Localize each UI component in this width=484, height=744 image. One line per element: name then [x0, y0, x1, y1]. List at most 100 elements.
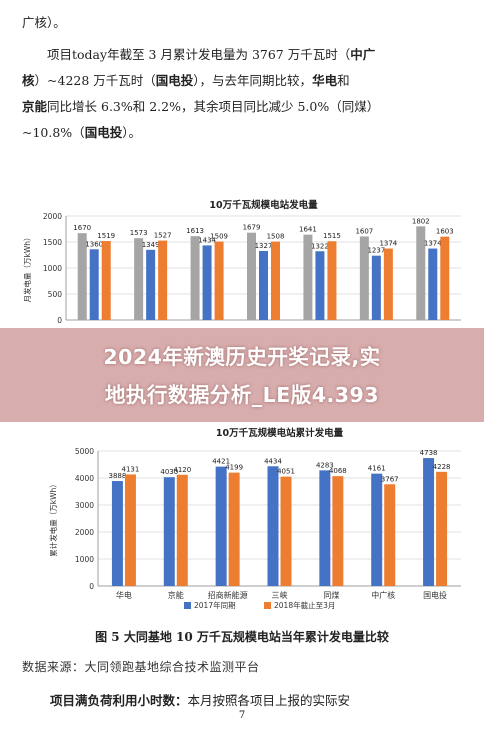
bar	[332, 476, 344, 586]
y-tick-label: 2000	[75, 528, 94, 537]
x-tick-label: 同煤	[323, 590, 339, 600]
bar	[124, 474, 136, 586]
bar	[383, 248, 393, 320]
bar	[228, 472, 240, 586]
text-run: 同比增长 6.3%和 2.2%，其余项目同比减少 5.0%（同煤）	[47, 99, 380, 114]
bar	[327, 241, 337, 320]
data-label: 1641	[299, 226, 317, 234]
y-tick-label: 1500	[43, 238, 62, 247]
text-run: 项目today年截至 3 月累计发电量为 3767 万千瓦时（	[47, 47, 351, 62]
overlay-band	[0, 328, 484, 422]
data-label: 4199	[225, 464, 243, 472]
data-label: 1508	[267, 233, 285, 241]
data-label: 1613	[186, 227, 204, 235]
data-label: 4738	[420, 449, 438, 457]
legend-label: 2018年截止至3月	[274, 600, 335, 610]
overlay-line1: 2024年新澳历史开奖记录,实	[103, 345, 381, 369]
data-label: 1802	[412, 217, 430, 225]
y-tick-label: 1000	[75, 555, 94, 564]
y-tick-label: 5000	[75, 447, 94, 456]
legend-swatch	[264, 602, 271, 609]
bar	[158, 240, 168, 320]
bar	[371, 473, 383, 586]
data-label: 1515	[323, 232, 341, 240]
data-label: 1237	[367, 247, 385, 255]
bar	[416, 226, 426, 320]
x-tick-label: 中广核	[371, 590, 395, 600]
data-label: 1509	[210, 233, 228, 241]
data-label: 1322	[311, 242, 329, 250]
bottom-line: 项目满负荷利用小时数：本月按照各项目上报的实际安	[50, 690, 350, 709]
bar	[163, 477, 175, 586]
data-label: 1374	[424, 240, 442, 248]
data-label: 4283	[316, 461, 334, 469]
bar	[190, 236, 200, 320]
data-label: 4030	[160, 468, 178, 476]
bar	[247, 232, 256, 320]
data-label: 4434	[264, 457, 282, 465]
overlay-line2: 地执行数据分析_LE版4.393	[104, 383, 380, 407]
data-label: 1374	[379, 240, 397, 248]
legend-swatch	[184, 602, 191, 609]
y-tick-label: 4000	[75, 474, 94, 483]
y-tick-label: 3000	[75, 501, 94, 510]
x-tick-label: 招商新能源	[208, 590, 248, 600]
data-label: 1603	[436, 228, 454, 236]
y-tick-label: 0	[89, 582, 94, 591]
data-label: 1360	[85, 240, 103, 248]
chart2-svg: 10万千瓦规模电站累计发电量 0 1000 2000 3000 4000 5000 累计发电量…	[48, 427, 461, 610]
y-tick-label: 0	[57, 316, 62, 325]
bar	[423, 458, 435, 586]
text-run: ~10.8%（	[22, 125, 85, 140]
monthly-generation-chart: 10万千瓦规模电站发电量 0 500 1000 1500 2000 月发电量（万kWh） 16…	[16, 190, 468, 330]
text-bold-run: 京能	[22, 99, 48, 114]
bar	[89, 249, 99, 320]
data-label: 1327	[255, 242, 273, 250]
data-label: 4228	[433, 463, 451, 471]
text-bold-run: 华电	[312, 73, 338, 88]
bar	[111, 481, 123, 586]
x-tick-label: 华电	[116, 590, 132, 600]
x-tick-label: 京能	[168, 590, 184, 600]
data-source: 数据来源：大同领跑基地综合技术监测平台	[22, 660, 260, 674]
data-label: 1527	[154, 232, 172, 240]
text-bold-run: 国电投	[155, 73, 194, 88]
bar	[267, 466, 279, 586]
text-run: ），与去年同期比较，	[193, 73, 313, 88]
bar	[428, 248, 438, 320]
text-run: 和	[337, 73, 350, 88]
bar	[259, 250, 268, 320]
x-tick-label: 国电投	[423, 590, 447, 600]
data-label: 1573	[130, 229, 148, 237]
bar	[315, 251, 325, 320]
bar	[436, 471, 448, 586]
data-label: 3888	[109, 472, 127, 480]
data-label: 4120	[173, 466, 191, 474]
x-tick-label: 三峡	[272, 590, 288, 600]
text-bold-run: 国电投	[84, 125, 123, 140]
bar	[384, 484, 396, 586]
bar	[319, 470, 331, 586]
bar	[303, 234, 313, 320]
bar	[371, 255, 381, 320]
bottom-rest: 本月按照各项目上报的实际安	[187, 693, 351, 708]
figure-caption: 图 5 大同基地 10 万千瓦规模电站当年累计发电量比较	[95, 630, 389, 644]
bar	[146, 249, 156, 320]
data-label: 1434	[198, 236, 216, 244]
data-label: 4131	[122, 465, 140, 473]
bar	[215, 466, 227, 586]
paragraph: 项目today年截至 3 月累计发电量为 3767 万千瓦时（中广 核）~4228…	[22, 42, 462, 146]
y-tick-label: 2000	[43, 212, 62, 221]
data-label: 4051	[277, 468, 295, 476]
bar	[77, 233, 87, 320]
bottom-bold: 项目满负荷利用小时数：	[50, 693, 188, 708]
line0-text: 广核）。	[22, 15, 66, 30]
chart-title: 10万千瓦规模电站累计发电量	[216, 427, 344, 439]
y-tick-label: 1000	[43, 264, 62, 273]
text-bold-run: 中广	[350, 47, 376, 62]
bar	[134, 238, 144, 320]
data-label: 1670	[73, 224, 91, 232]
text-run: ）。	[122, 125, 141, 140]
y-axis-label: 累计发电量（万kWh）	[48, 480, 58, 557]
data-label: 1519	[97, 232, 115, 240]
